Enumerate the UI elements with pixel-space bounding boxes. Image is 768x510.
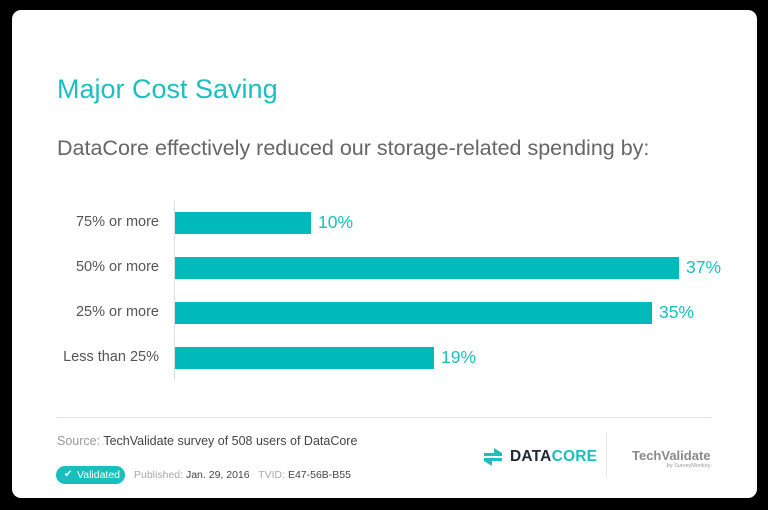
bar-category-label: 25% or more bbox=[75, 304, 159, 320]
publication-meta: Published: Jan. 29, 2016 TVID: E47-56B-B… bbox=[134, 469, 351, 481]
footer-divider bbox=[57, 417, 711, 418]
validated-badge[interactable]: ✔ Validated bbox=[56, 466, 125, 484]
source-label: Source: bbox=[57, 434, 101, 448]
bar-category-label: 75% or more bbox=[75, 214, 159, 230]
bar-row: 25% or more 35% bbox=[12, 302, 757, 324]
bar-value-label: 35% bbox=[659, 302, 695, 322]
datacore-logo: DATACORE bbox=[482, 446, 597, 468]
source-text: TechValidate survey of 508 users of Data… bbox=[103, 434, 358, 448]
tvid-value: E47-56B-B55 bbox=[287, 469, 351, 481]
validated-label: Validated bbox=[77, 469, 121, 481]
bar bbox=[175, 347, 434, 369]
datacore-logo-core: CORE bbox=[551, 448, 598, 465]
bar-value-label: 10% bbox=[318, 212, 354, 232]
chart-axis-line bbox=[174, 200, 175, 380]
source-line: Source: TechValidate survey of 508 users… bbox=[57, 434, 357, 448]
techvalidate-logo: TechValidate by SurveyMonkey bbox=[632, 448, 711, 469]
datacore-logo-data: DATA bbox=[510, 448, 552, 465]
published-label: Published: bbox=[134, 469, 184, 481]
case-study-card: Major Cost Saving DataCore effectively r… bbox=[12, 10, 757, 498]
techvalidate-logo-name: TechValidate bbox=[632, 448, 711, 463]
tvid-label: TVID: bbox=[258, 469, 286, 481]
bar-value-label: 37% bbox=[686, 257, 722, 277]
logo-divider bbox=[606, 432, 607, 478]
techvalidate-logo-by: by SurveyMonkey bbox=[666, 463, 711, 469]
checkmark-icon: ✔ bbox=[64, 469, 73, 480]
page-title: Major Cost Saving bbox=[57, 74, 278, 104]
published-date: Jan. 29, 2016 bbox=[185, 469, 250, 481]
bar-row: Less than 25% 19% bbox=[12, 347, 757, 369]
bar-row: 75% or more 10% bbox=[12, 212, 757, 234]
bar-category-label: 50% or more bbox=[75, 259, 159, 275]
bar bbox=[175, 302, 652, 324]
bar-row: 50% or more 37% bbox=[12, 257, 757, 279]
bar bbox=[175, 212, 311, 234]
bar-value-label: 19% bbox=[441, 347, 477, 367]
question-text: DataCore effectively reduced our storage… bbox=[57, 136, 650, 160]
bar-category-label: Less than 25% bbox=[63, 349, 159, 365]
bar bbox=[175, 257, 679, 279]
datacore-arrows-icon bbox=[484, 448, 502, 466]
